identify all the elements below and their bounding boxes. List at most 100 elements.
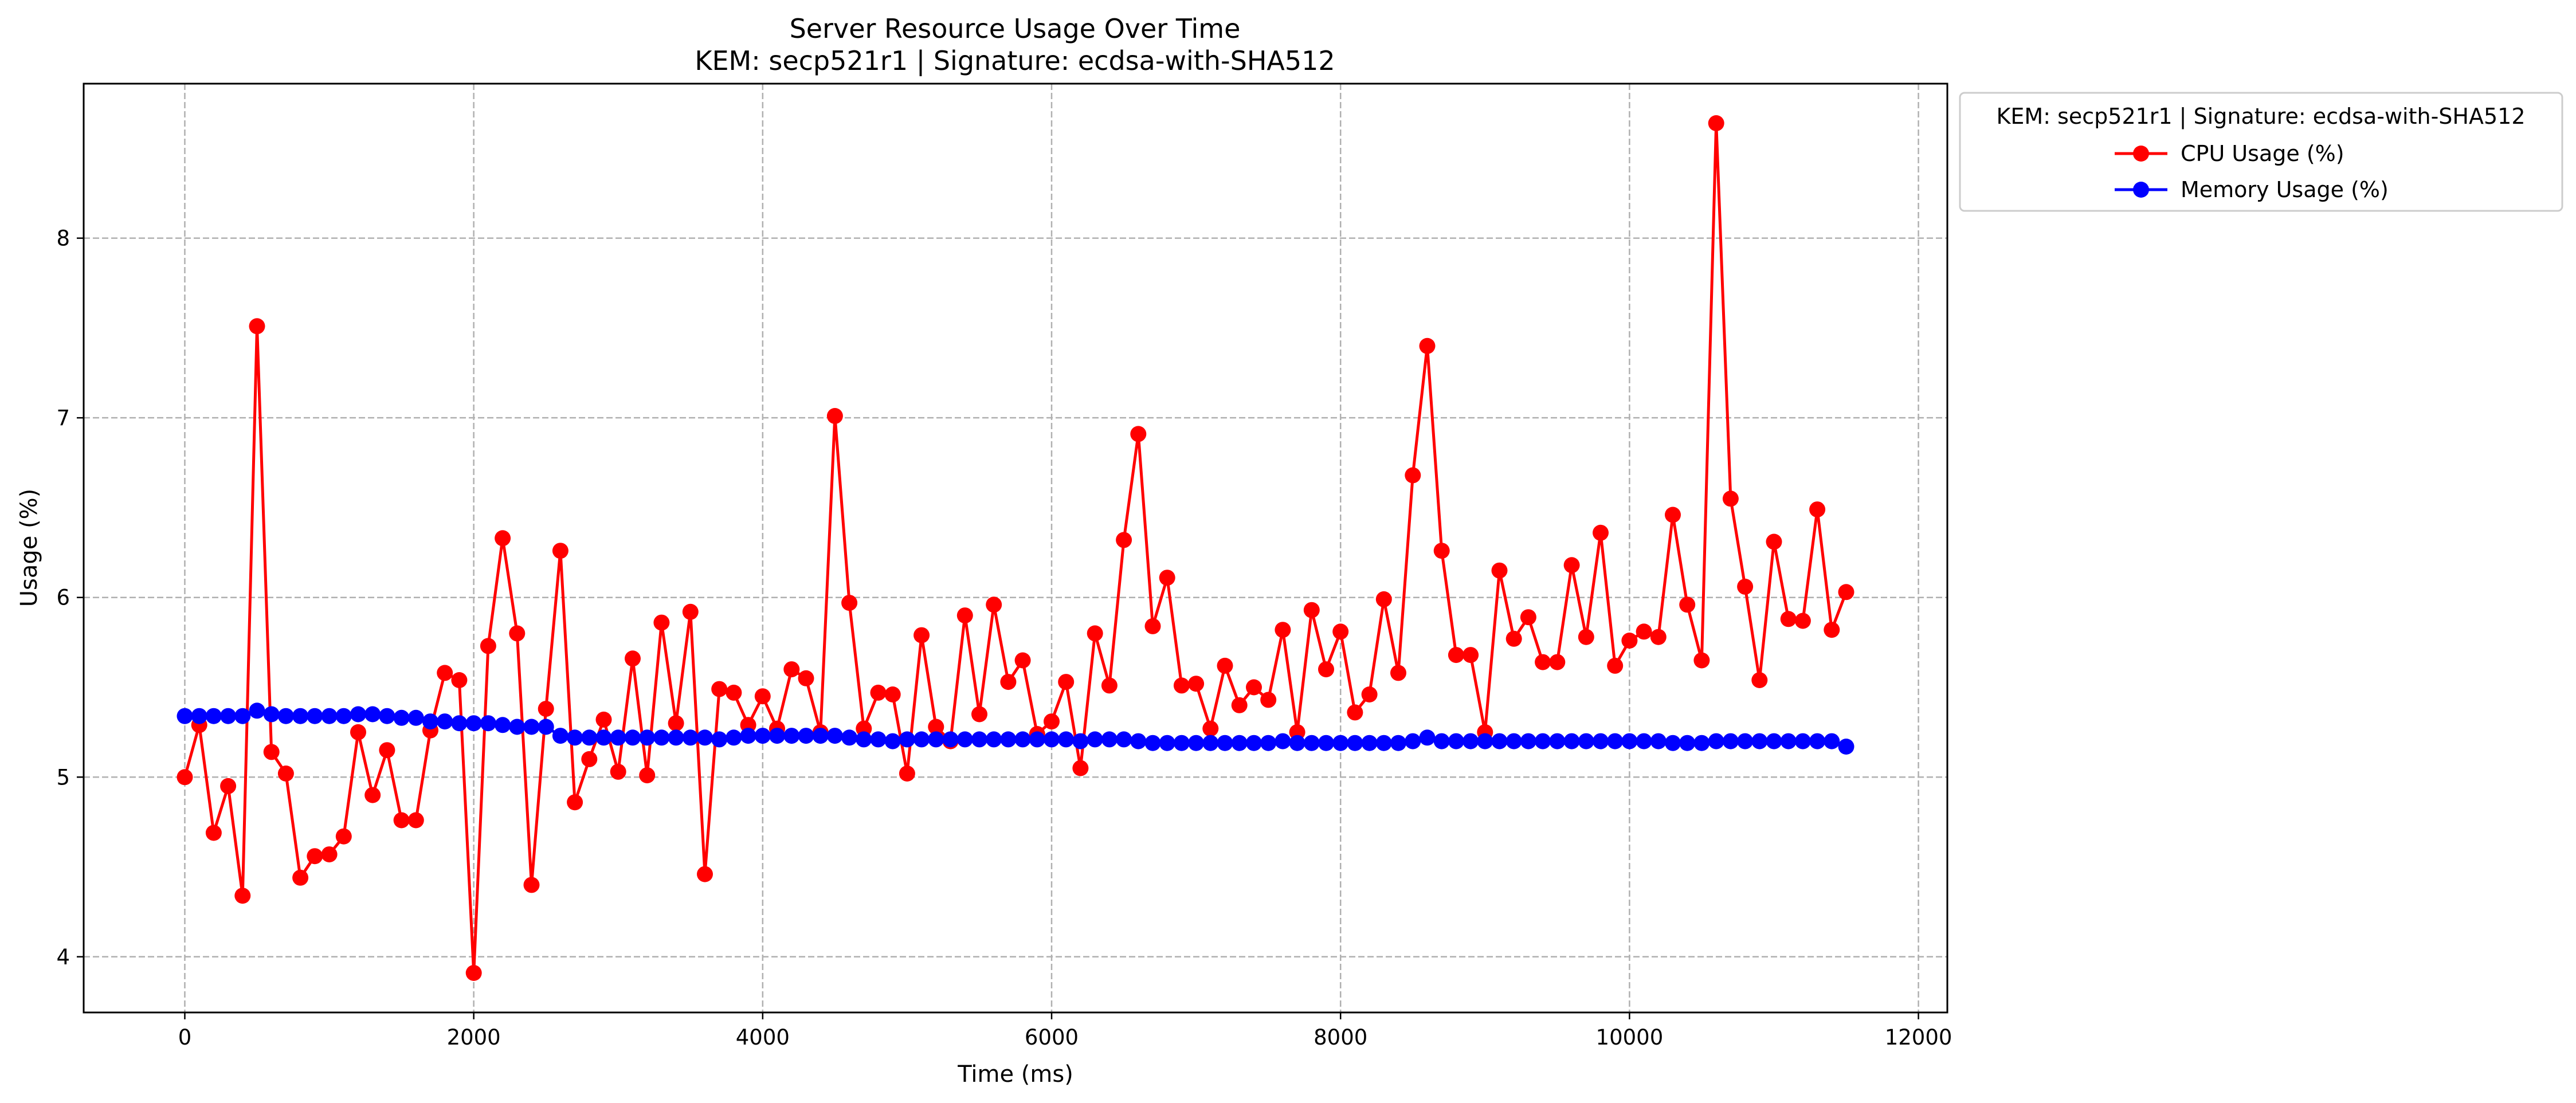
memory-data-point <box>1794 733 1811 749</box>
memory-data-point <box>191 708 207 724</box>
cpu-data-point <box>1838 584 1854 600</box>
cpu-data-point <box>393 812 410 829</box>
memory-data-point <box>1390 735 1406 751</box>
cpu-data-point <box>335 828 352 845</box>
memory-data-point <box>653 729 670 746</box>
memory-data-point <box>740 728 756 744</box>
memory-data-point <box>552 728 568 744</box>
memory-data-point <box>364 706 381 723</box>
memory-data-point <box>292 708 309 724</box>
memory-data-point <box>567 729 583 746</box>
cpu-series <box>177 115 1854 981</box>
memory-data-point <box>1607 733 1624 749</box>
legend-memory-marker <box>2133 182 2149 198</box>
memory-data-point <box>942 731 959 748</box>
memory-data-point <box>1275 733 1291 749</box>
cpu-data-point <box>1390 665 1406 681</box>
memory-data-point <box>407 709 424 726</box>
cpu-data-point <box>1607 657 1624 674</box>
cpu-data-point <box>1809 501 1826 518</box>
memory-data-point <box>1014 731 1031 748</box>
memory-data-point <box>1332 735 1349 751</box>
memory-data-point <box>307 708 323 724</box>
x-tick-label: 10000 <box>1596 1025 1664 1050</box>
cpu-data-point <box>1679 596 1696 613</box>
cpu-data-point <box>1520 609 1536 626</box>
memory-data-point <box>1621 733 1638 749</box>
cpu-data-point <box>1347 704 1363 721</box>
grid-lines <box>84 84 1947 1012</box>
memory-data-point <box>509 719 526 735</box>
memory-data-point <box>639 729 656 746</box>
x-tick-label: 4000 <box>736 1025 790 1050</box>
memory-data-point <box>1029 731 1045 748</box>
cpu-data-point <box>1188 676 1205 692</box>
cpu-data-point <box>1505 630 1522 647</box>
memory-data-point <box>1318 735 1334 751</box>
memory-data-point <box>393 709 410 726</box>
cpu-data-point <box>451 672 468 688</box>
y-tick-label: 8 <box>56 226 70 251</box>
legend-memory-label: Memory Usage (%) <box>2181 177 2389 202</box>
cpu-data-point <box>581 751 598 767</box>
cpu-data-point <box>1318 661 1334 678</box>
memory-data-point <box>1419 729 1436 746</box>
x-tick-label: 12000 <box>1885 1025 1952 1050</box>
memory-data-point <box>1289 735 1305 751</box>
cpu-data-point <box>625 650 641 667</box>
memory-data-point <box>1405 733 1421 749</box>
cpu-data-point <box>783 661 800 678</box>
cpu-data-point <box>754 688 771 705</box>
cpu-data-point <box>1116 532 1132 548</box>
y-tick-label: 6 <box>56 586 70 610</box>
memory-data-point <box>1563 733 1580 749</box>
cpu-data-point <box>653 614 670 631</box>
memory-data-point <box>928 731 944 748</box>
memory-series <box>177 702 1854 755</box>
cpu-data-point <box>350 724 366 740</box>
cpu-data-point <box>465 965 482 981</box>
cpu-series-line <box>183 121 1848 975</box>
cpu-data-point <box>552 543 568 559</box>
memory-data-point <box>1101 731 1118 748</box>
x-tick-label: 6000 <box>1025 1025 1079 1050</box>
legend: KEM: secp521r1 | Signature: ecdsa-with-S… <box>1959 92 2563 212</box>
cpu-data-point <box>1014 652 1031 669</box>
memory-data-point <box>812 728 829 744</box>
memory-data-point <box>595 729 612 746</box>
cpu-data-point <box>1448 647 1464 664</box>
cpu-data-point <box>1636 623 1652 640</box>
cpu-data-point <box>509 625 526 642</box>
memory-data-point <box>465 715 482 732</box>
memory-data-point <box>1231 735 1248 751</box>
cpu-data-point <box>1058 674 1075 690</box>
cpu-data-point <box>697 866 713 882</box>
memory-data-point <box>1087 731 1103 748</box>
memory-data-point <box>1144 735 1161 751</box>
cpu-data-point <box>971 706 987 723</box>
cpu-data-point <box>1173 677 1190 694</box>
cpu-data-point <box>841 595 858 611</box>
memory-data-point <box>783 728 800 744</box>
memory-data-point <box>249 702 265 719</box>
memory-data-point <box>1751 733 1768 749</box>
cpu-data-point <box>1766 533 1782 550</box>
cpu-data-point <box>870 684 887 701</box>
memory-data-point <box>1491 733 1508 749</box>
cpu-data-point <box>595 711 612 728</box>
memory-data-point <box>1375 735 1392 751</box>
memory-data-point <box>726 729 742 746</box>
memory-data-point <box>538 719 554 735</box>
cpu-data-point <box>407 812 424 829</box>
memory-data-point <box>1824 733 1840 749</box>
memory-data-point <box>480 715 496 732</box>
memory-data-point <box>826 728 843 744</box>
memory-data-point <box>971 731 987 748</box>
legend-box <box>1959 92 2563 212</box>
cpu-data-point <box>1246 679 1262 696</box>
memory-data-point <box>1303 735 1320 751</box>
cpu-data-point <box>263 744 280 760</box>
cpu-data-point <box>1260 692 1277 708</box>
cpu-data-point <box>1000 674 1017 690</box>
